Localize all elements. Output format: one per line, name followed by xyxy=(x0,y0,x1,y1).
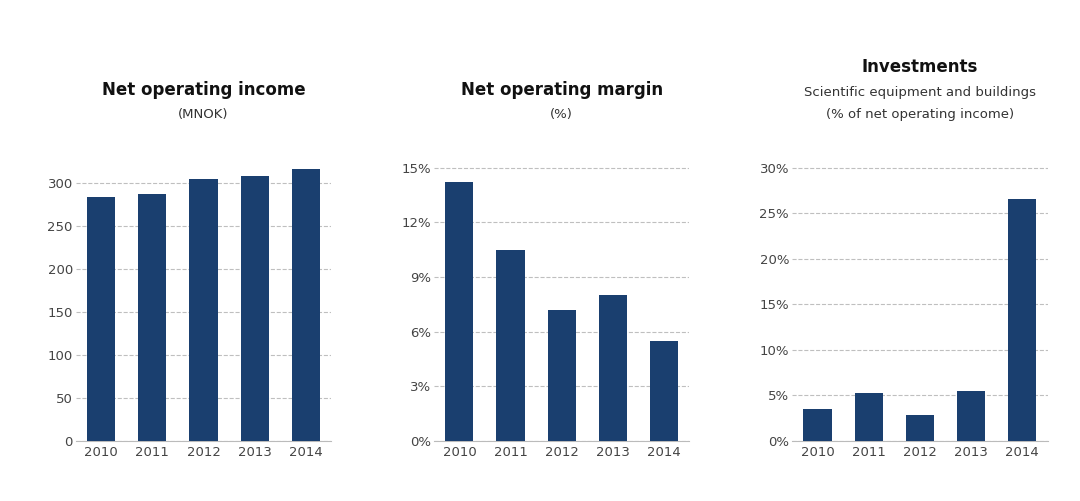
Bar xyxy=(189,179,217,441)
Bar xyxy=(497,249,525,441)
Bar xyxy=(241,176,269,441)
Bar xyxy=(650,341,678,441)
Bar xyxy=(445,182,473,441)
Text: (MNOK): (MNOK) xyxy=(178,108,229,121)
Text: (% of net operating income): (% of net operating income) xyxy=(825,108,1014,121)
Bar xyxy=(854,393,882,441)
Bar xyxy=(906,415,934,441)
Bar xyxy=(548,310,576,441)
Text: Scientific equipment and buildings: Scientific equipment and buildings xyxy=(804,86,1036,99)
Text: Net operating income: Net operating income xyxy=(102,81,306,99)
Bar xyxy=(87,197,116,441)
Bar xyxy=(804,409,832,441)
Bar xyxy=(138,193,166,441)
Bar xyxy=(1008,199,1036,441)
Text: Investments: Investments xyxy=(862,59,977,76)
Bar xyxy=(292,169,320,441)
Text: Net operating margin: Net operating margin xyxy=(460,81,663,99)
Bar xyxy=(598,295,626,441)
Bar xyxy=(957,391,985,441)
Text: (%): (%) xyxy=(550,108,573,121)
